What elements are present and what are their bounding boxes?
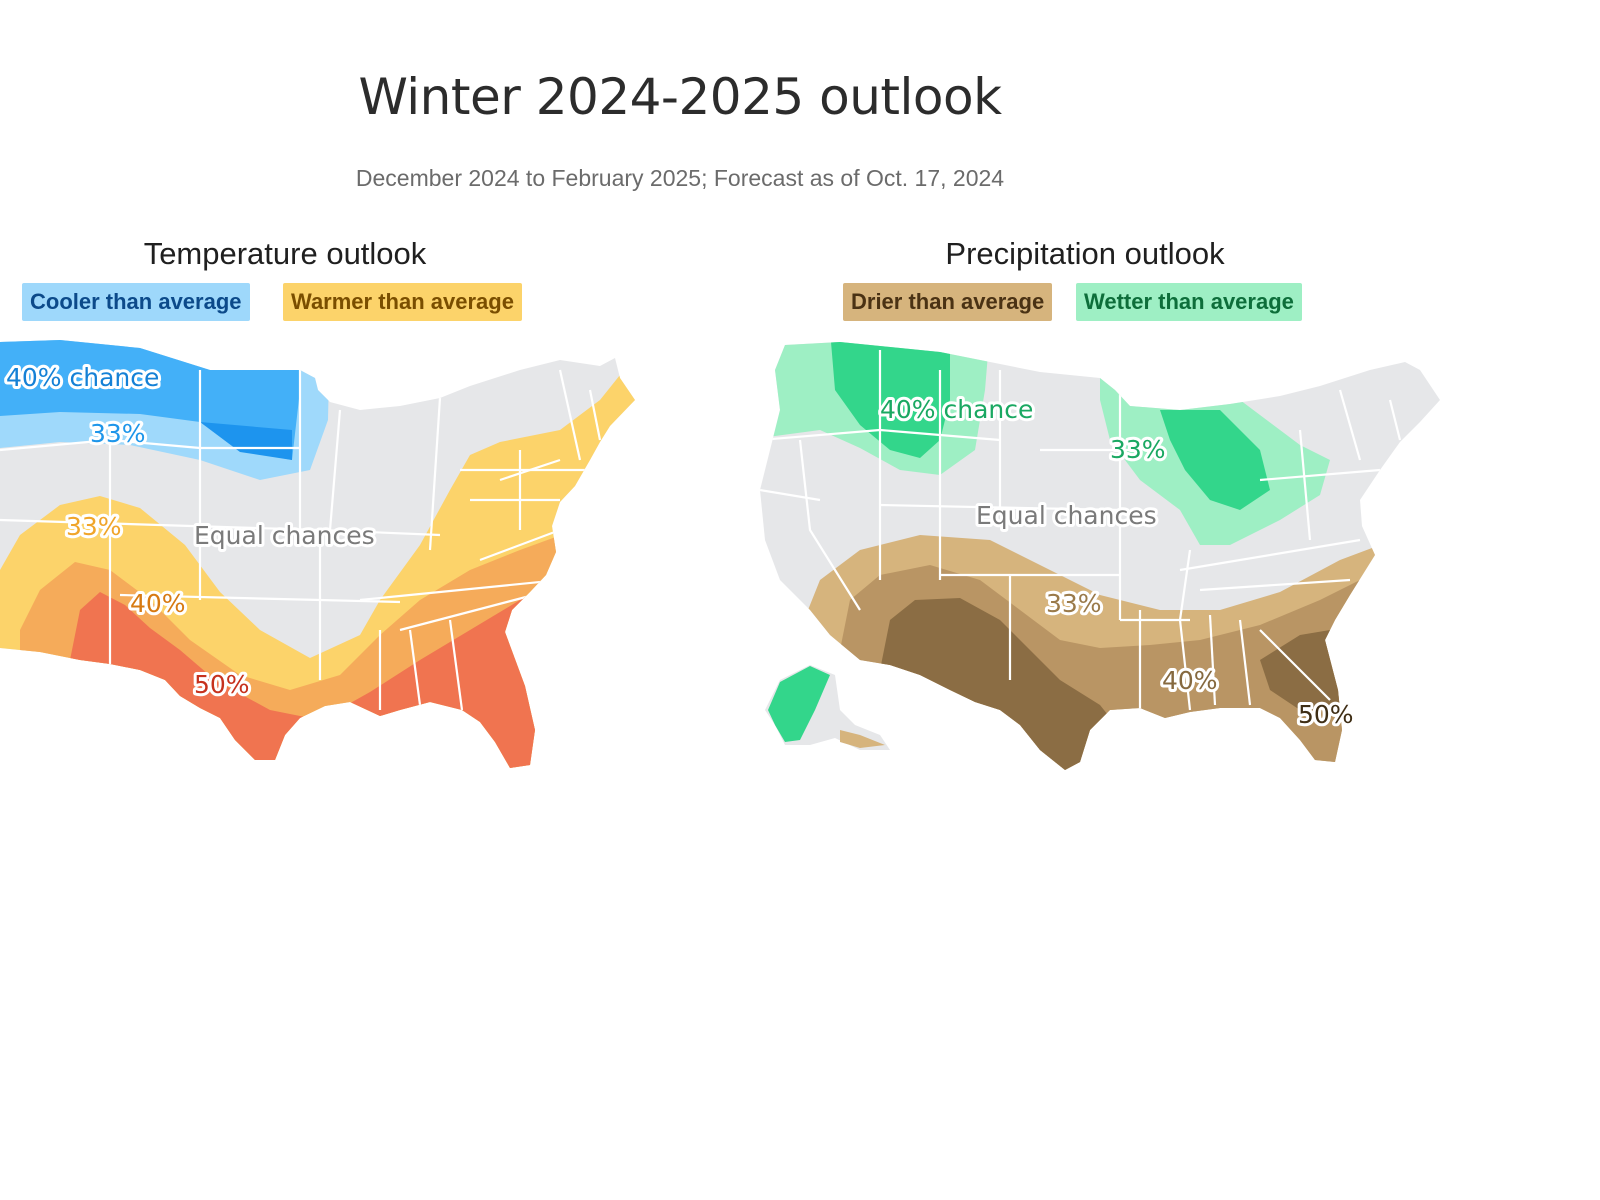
- label-dry-33: 33%: [1046, 589, 1102, 618]
- temperature-map: 40% chance 33% 33% Equal chances 40% 50%: [0, 340, 635, 768]
- legend-wetter: Wetter than average: [1076, 283, 1302, 321]
- temperature-state-lines: [0, 369, 602, 711]
- label-cool-33: 33%: [90, 419, 146, 448]
- alaska-dry-zone: [840, 730, 885, 748]
- label-warm-33: 33%: [66, 512, 122, 541]
- label-wet-40: 40% chance: [880, 395, 1033, 424]
- label-temp-equal: Equal chances: [194, 521, 375, 550]
- temp-cool-dark-zone: [200, 422, 292, 460]
- label-dry-40: 40%: [1162, 666, 1218, 695]
- label-wet-33: 33%: [1110, 435, 1166, 464]
- precip-wet-40-gl-zone: [1160, 410, 1270, 510]
- legend-warmer: Warmer than average: [283, 283, 522, 321]
- label-cool-40: 40% chance: [6, 363, 159, 392]
- precipitation-panel-title: Precipitation outlook: [945, 236, 1225, 271]
- label-dry-50: 50%: [1298, 700, 1354, 729]
- label-warm-50: 50%: [194, 670, 250, 699]
- legend-cooler: Cooler than average: [22, 283, 250, 321]
- precipitation-state-lines: [760, 350, 1402, 711]
- legend-drier: Drier than average: [843, 283, 1053, 321]
- label-precip-equal: Equal chances: [976, 501, 1157, 530]
- precip-wet-40-nw-zone: [830, 342, 950, 458]
- precipitation-map: 40% chance 33% Equal chances 33% 40% 50%: [760, 342, 1440, 770]
- label-warm-40: 40%: [130, 589, 186, 618]
- temperature-panel-title: Temperature outlook: [143, 236, 427, 271]
- alaska-wet-zone: [768, 666, 830, 742]
- page-title: Winter 2024-2025 outlook: [358, 68, 1002, 126]
- page-subtitle: December 2024 to February 2025; Forecast…: [355, 165, 1005, 191]
